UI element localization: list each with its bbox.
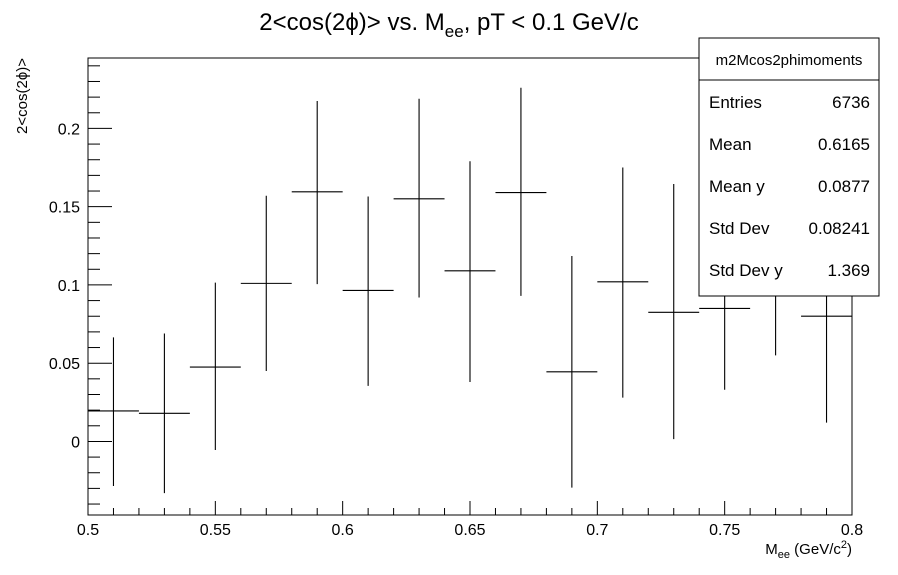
y-axis: 0 0.05 0.1 0.15 0.2 (49, 65, 112, 505)
x-tick-label: 0.55 (200, 522, 231, 539)
x-axis-title-sub: ee (778, 549, 790, 561)
x-axis-title-sup: 2 (841, 539, 847, 551)
x-tick-label: 0.75 (709, 522, 740, 539)
stats-box: m2Mcos2phimoments Entries 6736 Mean 0.6165 M… (698, 37, 880, 297)
data-point (291, 101, 343, 285)
chart-title-suffix: , pT < 0.1 GeV/c (464, 9, 639, 36)
x-axis-title-end: ) (847, 541, 852, 558)
x-axis-title: Mee (GeV/c2) (765, 539, 852, 561)
chart-title: 2<cos(2ϕ)> vs. Mee, pT < 0.1 GeV/c (259, 9, 638, 41)
stats-value: 1.369 (827, 261, 870, 280)
stats-box-name: m2Mcos2phimoments (716, 52, 863, 69)
x-tick-label: 0.7 (586, 522, 608, 539)
x-tick-label: 0.8 (841, 522, 863, 539)
stats-label: Entries (709, 93, 762, 112)
x-tick-label: 0.6 (332, 522, 354, 539)
stats-box-frame (698, 37, 880, 297)
y-axis-title: 2<cos(2ϕ)> (14, 58, 31, 134)
x-tick-label: 0.5 (77, 522, 99, 539)
y-tick-label: 0.1 (58, 278, 80, 295)
stats-label: Mean (709, 135, 752, 154)
data-point (138, 333, 190, 494)
x-axis-title-main: M (765, 541, 778, 558)
data-point (648, 183, 700, 440)
y-tick-label: 0 (71, 434, 80, 451)
x-axis-title-mid: (GeV/c (790, 541, 841, 558)
stats-value: 0.0877 (818, 177, 870, 196)
data-point (189, 282, 241, 451)
stats-value: 0.08241 (809, 219, 870, 238)
stats-value: 6736 (832, 93, 870, 112)
data-point (444, 161, 496, 382)
y-tick-label: 0.15 (49, 200, 80, 217)
x-axis: 0.5 0.55 0.6 0.65 0.7 0.75 0.8 (77, 501, 863, 539)
chart-title-subscript: ee (445, 22, 464, 41)
data-point (88, 337, 139, 487)
x-tick-label: 0.65 (454, 522, 485, 539)
data-point (240, 195, 292, 372)
data-point (597, 167, 649, 398)
data-point (393, 98, 445, 298)
stats-value: 0.6165 (818, 135, 870, 154)
chart-title-prefix: 2<cos(2ϕ)> vs. M (259, 9, 445, 36)
data-point (546, 255, 598, 488)
y-tick-label: 0.2 (58, 121, 80, 138)
stats-label: Std Dev (709, 219, 770, 238)
stats-box-rows: Entries 6736 Mean 0.6165 Mean y 0.0877 Std Dev… (709, 93, 870, 280)
data-point (495, 87, 547, 296)
data-point (342, 196, 394, 386)
y-tick-label: 0.05 (49, 356, 80, 373)
stats-label: Mean y (709, 177, 765, 196)
stats-label: Std Dev y (709, 261, 783, 280)
